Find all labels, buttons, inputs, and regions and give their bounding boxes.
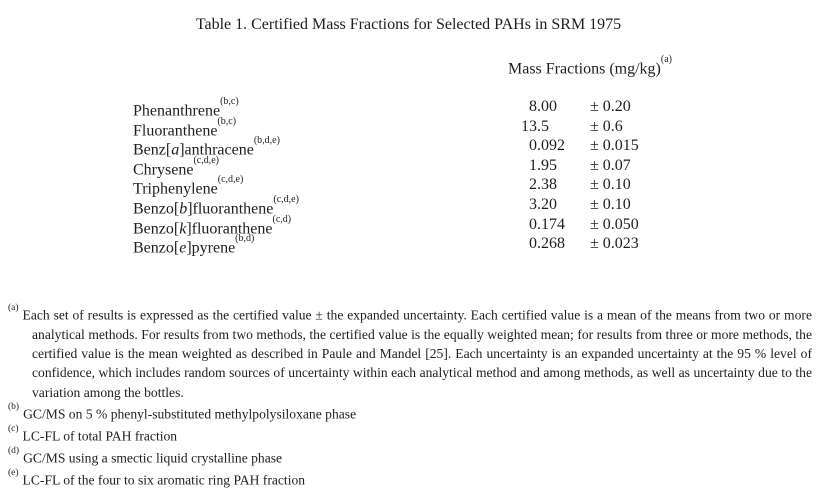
footnote-marker: (a) [8,303,19,313]
table-row: Phenanthrene(b,c) 8.00 ± 0.20 [133,96,639,119]
analyte-footnote-marker: (b,d) [235,233,255,245]
mass-fraction-value-fraction: .174 [537,215,565,233]
footnote-marker: (b) [8,402,20,413]
analyte-footnote-marker: (b,d,e) [253,135,280,147]
analyte-name: Benzo[b]fluoranthene(c,d,e) [133,193,299,218]
footnote-text: Each set of results is expressed as the … [22,307,812,400]
analyte-name: Fluoranthene(b,c) [133,115,237,139]
footnote: (b) GC/MS on 5 % phenyl-substituted methy… [8,402,812,424]
mass-fraction-value-whole: 0 [529,235,537,253]
mass-fraction-value-whole: 3 [529,195,537,213]
table-title: Table 1. Certified Mass Fractions for Se… [195,16,622,33]
column-header: Mass Fractions (mg/kg)(a) [508,54,672,78]
table-row: Benzo[k]fluoranthene(c,d) 0.174 ± 0.050 [133,214,639,237]
mass-fraction-value-whole: 1 [529,156,537,174]
analyte-footnote-marker: (b,c) [217,115,237,127]
footnote: (a) Each set of results is expressed as t… [8,303,812,402]
uncertainty-value: ± 0.10 [590,176,631,194]
table-row: Benzo[e]pyrene(b,d) 0.268 ± 0.023 [133,233,639,256]
mass-fraction-value-fraction: .95 [537,156,557,174]
analyte-name: Benzo[k]fluoranthene(c,d) [133,213,292,237]
mass-fraction-value-fraction: .20 [537,195,557,213]
analyte-footnote-marker: (b,c) [220,96,239,107]
footnote: (d) GC/MS using a smectic liquid crystall… [8,446,812,468]
footnote-text: LC-FL of total PAH fraction [22,428,178,444]
table-row: Benz[a]anthracene(b,d,e) 0.092 ± 0.015 [133,135,639,158]
data-table: Phenanthrene(b,c) 8.00 ± 0.20 Fluoranthene(… [133,96,639,256]
mass-fraction-value-fraction: .092 [537,137,565,155]
uncertainty-value: ± 0.015 [590,137,639,155]
uncertainty-value: ± 0.10 [590,195,631,213]
footnote-text: GC/MS on 5 % phenyl-substituted methylpo… [23,406,357,422]
column-header-label: Mass Fractions (mg/kg) [508,60,661,78]
analyte-footnote-marker: (c,d,e) [217,174,244,186]
column-header-footnote-marker: (a) [660,54,672,65]
uncertainty-value: ± 0.6 [590,117,623,135]
mass-fraction-value-whole: 0 [529,137,537,155]
footnote-marker: (e) [8,467,19,478]
table-row: Fluoranthene(b,c) 13.5 ± 0.6 [133,116,639,139]
analyte-name: Chrysene(c,d,e) [133,154,219,179]
table-row: Benzo[b]fluoranthene(c,d,e) 3.20 ± 0.10 [133,194,639,217]
uncertainty-value: ± 0.07 [590,156,631,174]
table-row: Chrysene(c,d,e) 1.95 ± 0.07 [133,155,639,178]
footnote: (c) LC-FL of total PAH fraction [8,424,812,446]
analyte-name: Benz[a]anthracene(b,d,e) [133,135,280,159]
mass-fraction-value-whole: 8 [529,98,537,115]
uncertainty-value: ± 0.20 [590,98,631,115]
mass-fraction-value-whole: 13 [521,117,537,135]
analyte-footnote-marker: (c,d,e) [273,193,299,205]
analyte-name: Benzo[e]pyrene(b,d) [133,233,255,257]
footnotes-section: (a) Each set of results is expressed as t… [8,303,812,489]
mass-fraction-value-fraction: .5 [537,117,549,135]
mass-fraction-value-fraction: .38 [537,176,557,194]
analyte-name: Phenanthrene(b,c) [133,96,239,120]
analyte-footnote-marker: (c,d,e) [193,154,219,166]
footnote: (e) LC-FL of the four to six aromatic rin… [8,468,812,489]
mass-fraction-value-whole: 0 [529,215,537,233]
mass-fraction-value-fraction: .268 [537,235,565,253]
footnote-marker: (d) [8,445,20,456]
footnote-text: LC-FL of the four to six aromatic ring P… [22,472,306,488]
uncertainty-value: ± 0.050 [590,215,639,233]
footnote-marker: (c) [8,423,19,434]
footnote-text: GC/MS using a smectic liquid crystalline… [23,450,283,466]
uncertainty-value: ± 0.023 [590,235,639,253]
analyte-name: Triphenylene(c,d,e) [133,174,244,198]
analyte-footnote-marker: (c,d) [272,213,292,225]
table-row: Triphenylene(c,d,e) 2.38 ± 0.10 [133,174,639,197]
mass-fraction-value-fraction: .00 [537,98,557,115]
mass-fraction-value-whole: 2 [529,176,537,194]
